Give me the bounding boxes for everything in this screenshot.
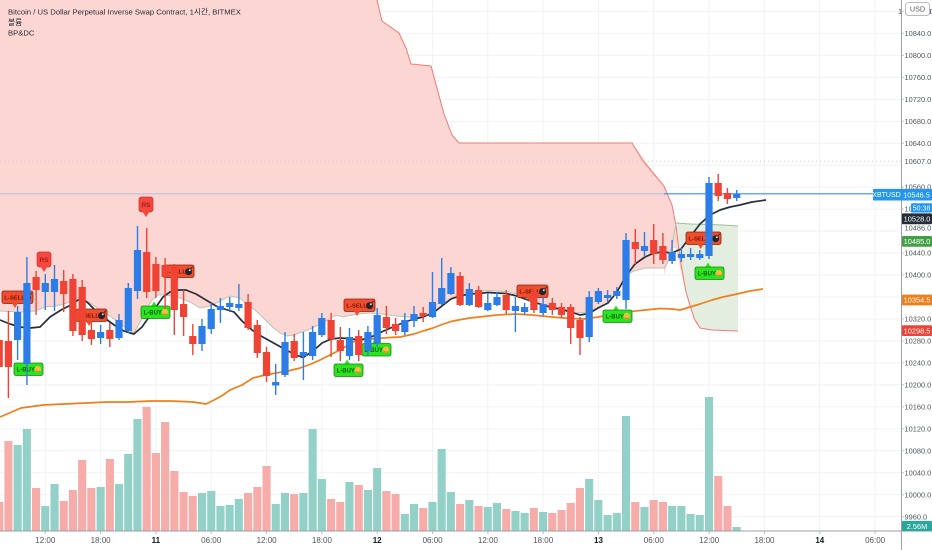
svg-text:10560.0: 10560.0 <box>905 183 932 192</box>
svg-text:10720.0: 10720.0 <box>905 95 932 104</box>
svg-text:0: 0 <box>930 7 932 16</box>
svg-text:L-BUY: L-BUY <box>17 368 35 374</box>
svg-text:9960.0: 9960.0 <box>905 512 928 521</box>
svg-text:06:00: 06:00 <box>201 536 222 545</box>
svg-text:10400.0: 10400.0 <box>905 271 932 280</box>
svg-text:10440.0: 10440.0 <box>905 249 932 258</box>
svg-text:10486.0: 10486.0 <box>905 223 932 232</box>
svg-text:06:00: 06:00 <box>423 536 444 545</box>
svg-text:18:00: 18:00 <box>533 536 554 545</box>
svg-text:10528.0: 10528.0 <box>904 215 931 224</box>
svg-text:10040.0: 10040.0 <box>905 468 932 477</box>
svg-text:10680.0: 10680.0 <box>905 117 932 126</box>
svg-text:1: 1 <box>898 7 902 16</box>
svg-text:L-SELL: L-SELL <box>688 237 709 243</box>
svg-text:L-SELL: L-SELL <box>78 314 99 320</box>
svg-text:10800.0: 10800.0 <box>905 51 932 60</box>
svg-text:18:00: 18:00 <box>312 536 333 545</box>
svg-text:10298.5: 10298.5 <box>904 326 931 335</box>
svg-text:50:38: 50:38 <box>913 206 931 213</box>
svg-text:10080.0: 10080.0 <box>905 446 932 455</box>
svg-text:RS: RS <box>39 257 49 264</box>
svg-text:2.56M: 2.56M <box>907 522 928 531</box>
svg-text:L-SELL: L-SELL <box>4 296 25 302</box>
svg-text:10280.0: 10280.0 <box>905 337 932 346</box>
svg-text:10200.0: 10200.0 <box>905 381 932 390</box>
svg-text:L-BUY: L-BUY <box>698 272 716 278</box>
svg-text:볼륨: 볼륨 <box>8 18 22 27</box>
svg-text:Bitcoin / US Dollar Perpetual: Bitcoin / US Dollar Perpetual Inverse Sw… <box>8 7 241 17</box>
svg-text:18:00: 18:00 <box>91 536 112 545</box>
svg-text:USD: USD <box>910 5 925 14</box>
svg-text:18:00: 18:00 <box>754 536 775 545</box>
svg-text:RS: RS <box>141 202 151 209</box>
svg-text:10546.5: 10546.5 <box>903 190 930 199</box>
svg-text:06:00: 06:00 <box>865 536 886 545</box>
svg-text:10354.5: 10354.5 <box>904 296 931 305</box>
svg-text:12: 12 <box>373 536 382 545</box>
svg-text:L-BUY: L-BUY <box>337 369 355 375</box>
svg-text:10640.0: 10640.0 <box>905 139 932 148</box>
svg-text:12:00: 12:00 <box>35 536 56 545</box>
svg-text:10485.0: 10485.0 <box>904 237 931 246</box>
svg-text:10760.0: 10760.0 <box>905 73 932 82</box>
svg-text:14: 14 <box>815 536 824 545</box>
svg-text:L-BUY: L-BUY <box>144 311 162 317</box>
svg-text:10160.0: 10160.0 <box>905 403 932 412</box>
svg-text:10000.0: 10000.0 <box>905 490 932 499</box>
svg-text:06:00: 06:00 <box>644 536 665 545</box>
svg-text:10120.0: 10120.0 <box>905 425 932 434</box>
svg-text:12:00: 12:00 <box>699 536 720 545</box>
svg-text:L-BUY: L-BUY <box>365 348 383 354</box>
svg-text:L-SELL: L-SELL <box>519 290 540 296</box>
svg-text:10240.0: 10240.0 <box>905 359 932 368</box>
svg-text:L-BUY: L-BUY <box>606 315 624 321</box>
svg-text:12:00: 12:00 <box>257 536 278 545</box>
svg-text:11: 11 <box>152 536 161 545</box>
svg-text:BP&DC: BP&DC <box>8 29 35 38</box>
svg-text:10320.0: 10320.0 <box>905 315 932 324</box>
svg-text:XBTUSD: XBTUSD <box>872 192 900 199</box>
svg-text:10840.0: 10840.0 <box>905 29 932 38</box>
svg-text:L-SELL: L-SELL <box>346 304 367 310</box>
svg-text:10607.0: 10607.0 <box>905 157 932 166</box>
svg-text:12:00: 12:00 <box>478 536 499 545</box>
svg-text:13: 13 <box>594 536 603 545</box>
